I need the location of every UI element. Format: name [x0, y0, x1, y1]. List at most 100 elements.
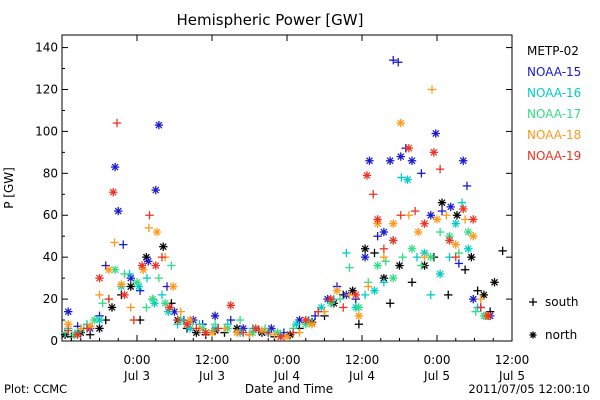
- south-point-noaa-17: [435, 227, 445, 237]
- north-point-metp-02: [437, 198, 447, 207]
- x-tick-time: 0:00: [424, 353, 451, 367]
- north-point-noaa-17: [148, 294, 157, 304]
- y-tick-label: 60: [43, 208, 58, 222]
- south-point-noaa-19: [112, 118, 122, 128]
- south-point-noaa-19: [451, 252, 460, 262]
- south-point-noaa-16: [397, 173, 406, 182]
- north-point-noaa-18: [469, 232, 478, 241]
- south-point-noaa-18: [95, 290, 104, 300]
- south-point-noaa-15: [373, 232, 382, 241]
- south-point-noaa-15: [437, 206, 447, 216]
- x-axis: 0:00 Jul 3 12:00 Jul 3 0:00 Jul 4 12:00 Jul 4 0:…: [80, 35, 530, 383]
- south-point-noaa-17: [120, 269, 129, 279]
- data-points: [60, 55, 507, 342]
- north-point-noaa-16: [370, 286, 379, 295]
- plot-credit: Plot: CCMC: [4, 382, 67, 396]
- south-point-noaa-19: [410, 206, 420, 216]
- north-point-noaa-18: [414, 227, 423, 237]
- north-point-noaa-17: [354, 303, 364, 312]
- north-point-noaa-19: [73, 330, 82, 339]
- legend-entry: METP-02: [527, 44, 579, 58]
- north-point-noaa-15: [396, 152, 405, 161]
- north-point-noaa-17: [110, 265, 120, 274]
- north-point-noaa-19: [151, 261, 160, 270]
- north-point-metp-02: [126, 282, 135, 291]
- south-point-noaa-19: [64, 326, 73, 335]
- north-point-noaa-19: [404, 143, 414, 153]
- marker-legend-label: south: [545, 295, 579, 309]
- north-point-noaa-19: [137, 261, 147, 270]
- south-point-noaa-18: [379, 252, 389, 262]
- north-point-noaa-19: [373, 215, 382, 224]
- south-point-noaa-18: [427, 85, 437, 94]
- north-point-noaa-19: [351, 290, 360, 300]
- marker-legend-label: north: [545, 328, 577, 342]
- north-point-noaa-19: [459, 204, 468, 214]
- x-tick-date: Jul 5: [498, 369, 525, 383]
- x-axis-label: Date and Time: [245, 382, 333, 396]
- north-point-noaa-15: [431, 129, 440, 138]
- south-point-noaa-17: [345, 263, 354, 272]
- south-point-noaa-19: [314, 307, 323, 316]
- x-tick-date: Jul 5: [423, 369, 450, 383]
- legend-entry: NOAA-15: [527, 65, 581, 79]
- south-point-metp-02: [460, 265, 470, 274]
- north-point-noaa-19: [109, 187, 118, 197]
- south-point-noaa-17: [154, 273, 164, 283]
- south-point-noaa-19: [379, 244, 389, 253]
- north-point-noaa-18: [117, 280, 126, 289]
- x-tick-time: 12:00: [495, 353, 530, 367]
- south-point-metp-02: [473, 286, 482, 295]
- south-point-noaa-18: [126, 303, 135, 312]
- north-point-noaa-17: [90, 315, 99, 325]
- north-point-noaa-18: [307, 320, 317, 329]
- north-point-noaa-15: [385, 156, 395, 165]
- south-point-noaa-15: [454, 259, 464, 268]
- star-marker-icon: [529, 331, 537, 339]
- south-point-noaa-18: [420, 252, 429, 262]
- north-point-noaa-18: [432, 215, 442, 224]
- north-point-noaa-17: [373, 261, 382, 270]
- north-point-noaa-19: [95, 273, 104, 283]
- north-point-metp-02: [452, 211, 462, 220]
- south-point-noaa-19: [214, 324, 223, 333]
- marker-legend: south north: [529, 295, 579, 342]
- x-tick-time: 0:00: [124, 353, 151, 367]
- plot-timestamp: 2011/07/05 12:00:10: [468, 382, 590, 396]
- south-point-noaa-18: [270, 330, 279, 339]
- south-point-noaa-16: [157, 290, 167, 300]
- south-point-noaa-18: [476, 294, 485, 304]
- north-point-noaa-18: [332, 286, 342, 295]
- north-point-noaa-15: [210, 311, 220, 321]
- y-tick-label: 80: [43, 166, 58, 180]
- x-tick-time: 0:00: [274, 353, 301, 367]
- south-point-noaa-18: [364, 282, 373, 291]
- north-point-metp-02: [395, 261, 404, 270]
- south-point-noaa-19: [239, 328, 248, 337]
- south-point-metp-02: [407, 278, 417, 287]
- north-point-noaa-15: [426, 211, 435, 220]
- north-point-metp-02: [159, 242, 168, 251]
- south-point-noaa-19: [129, 315, 139, 325]
- legend-entry: NOAA-17: [527, 107, 581, 121]
- south-point-noaa-15: [394, 58, 403, 67]
- y-tick-label: 120: [35, 82, 58, 96]
- north-point-noaa-15: [151, 185, 160, 195]
- north-point-metp-02: [490, 278, 499, 287]
- south-point-noaa-16: [457, 198, 467, 207]
- legend: METP-02 NOAA-15 NOAA-16 NOAA-17 NOAA-18 NOAA-…: [527, 44, 581, 163]
- south-point-metp-02: [354, 320, 364, 329]
- north-point-noaa-17: [389, 273, 398, 283]
- x-tick-time: 12:00: [345, 353, 380, 367]
- x-tick-date: Jul 3: [198, 369, 225, 383]
- north-point-noaa-19: [251, 324, 260, 333]
- north-point-noaa-16: [317, 303, 326, 312]
- south-point-noaa-19: [145, 211, 154, 220]
- north-point-noaa-15: [459, 156, 468, 165]
- north-point-noaa-16: [451, 219, 460, 228]
- north-point-noaa-18: [389, 219, 398, 228]
- north-point-noaa-15: [144, 257, 153, 266]
- legend-entry: NOAA-19: [527, 149, 581, 163]
- north-point-noaa-19: [165, 303, 174, 312]
